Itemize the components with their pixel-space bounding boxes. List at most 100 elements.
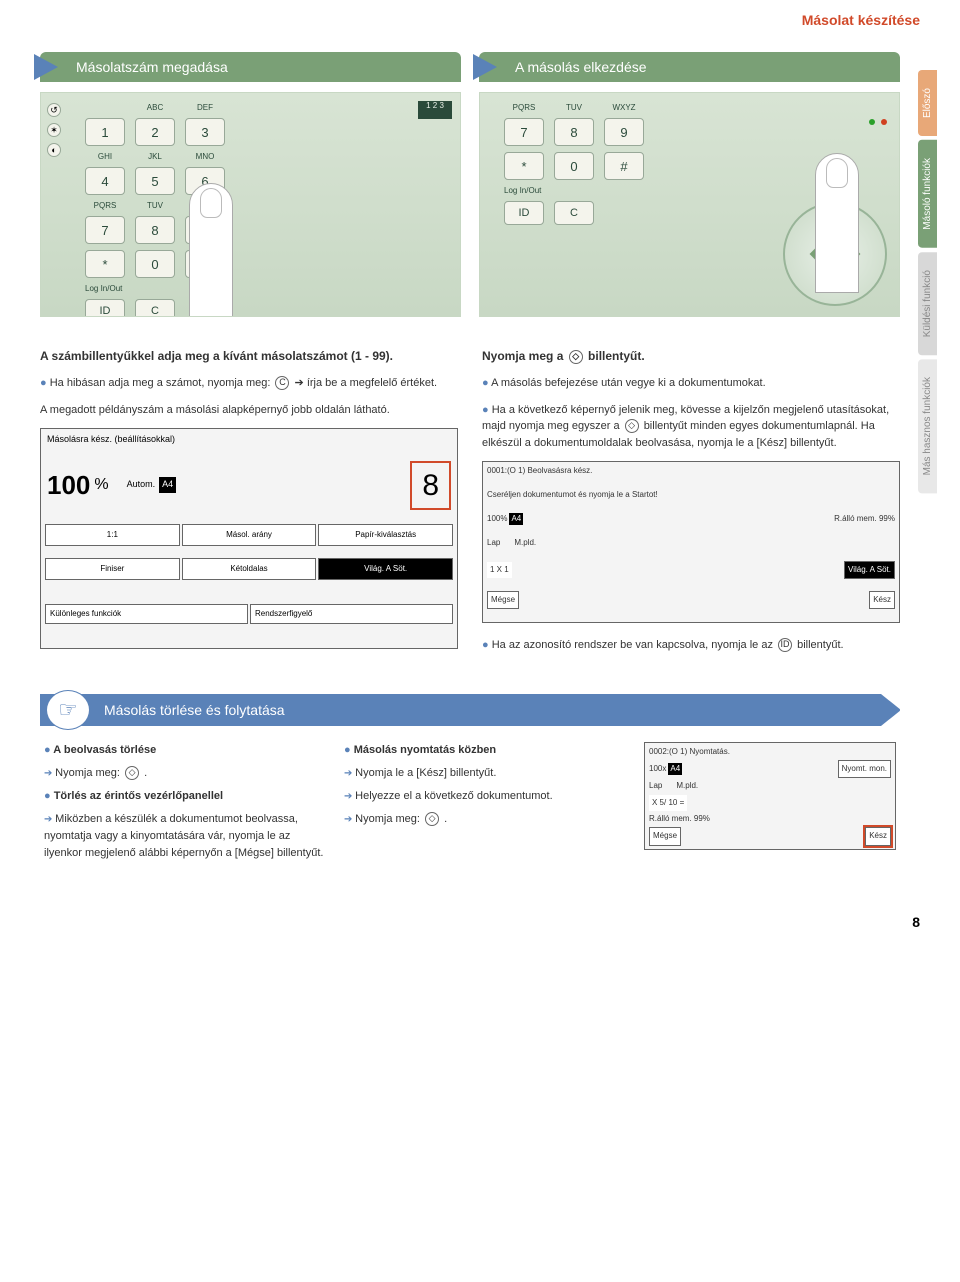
start-key-icon: ◇	[569, 350, 583, 364]
lcd2-mem-row: R.álló mem. 99%	[647, 812, 893, 826]
illustrations-row: 1 2 3 ↺ ✶ ◐ ABC DEF 1 2 3 GHI	[40, 92, 900, 317]
lcd-btn[interactable]: Finiser	[45, 558, 180, 580]
c2-i3a: Nyomja meg:	[355, 813, 423, 825]
key-star[interactable]: *	[85, 250, 125, 278]
key-label: GHI	[85, 152, 125, 161]
contrast-icon: ◐	[47, 143, 61, 157]
login-label: Log In/Out	[85, 284, 446, 293]
lcd2-done-button[interactable]: Kész	[865, 827, 891, 845]
lcd-line1: 0001:(O 1) Beolvasásra kész.	[485, 464, 897, 478]
left-column: A számbillentyűkkel adja meg a kívánt má…	[40, 347, 458, 664]
key-row: 4 5 6	[85, 167, 446, 195]
tab-send[interactable]: Küldési funkció	[918, 252, 937, 355]
right-p1: Nyomja meg a ◇ billentyűt.	[482, 347, 900, 365]
lcd2-cancel-button[interactable]: Mégse	[649, 827, 681, 845]
tab-other[interactable]: Más hasznos funkciók	[918, 359, 937, 493]
reset-icon: ↺	[47, 103, 61, 117]
lcd-copies: 8	[410, 461, 451, 510]
key-hash[interactable]: #	[604, 152, 644, 180]
key-id[interactable]: ID	[85, 299, 125, 317]
label-row3: PQRS TUV WXYZ	[504, 103, 885, 112]
lcd2-lap-label: Lap	[649, 780, 662, 792]
lcd2-zoom: 100x	[649, 763, 666, 775]
cancel-section: ☞ Másolás törlése és folytatása A beolva…	[40, 694, 900, 868]
lcd-btn-contrast[interactable]: Világ. A Söt.	[318, 558, 453, 580]
lcd-autom: Autom.	[127, 478, 156, 492]
tab-copy[interactable]: Másoló funkciók	[918, 140, 937, 248]
counter-display: 1 2 3	[418, 101, 452, 119]
start-key-icon: ◇	[425, 812, 439, 826]
side-tabs: Előszó Másoló funkciók Küldési funkció M…	[918, 70, 960, 497]
key-row: 7 8 9	[504, 118, 885, 146]
key-8[interactable]: 8	[554, 118, 594, 146]
key-label: DEF	[185, 103, 225, 112]
key-3[interactable]: 3	[185, 118, 225, 146]
key-0[interactable]: 0	[135, 250, 175, 278]
key-7[interactable]: 7	[504, 118, 544, 146]
lcd-paper: A4	[509, 513, 523, 525]
key-7[interactable]: 7	[85, 216, 125, 244]
key-id[interactable]: ID	[504, 201, 544, 225]
lcd-lap-row: Lap M.pld.	[485, 536, 897, 550]
right-p3: Ha a következő képernyő jelenik meg, köv…	[482, 402, 900, 452]
key-c[interactable]: C	[554, 201, 594, 225]
right-p4a: Ha az azonosító rendszer be van kapcsolv…	[492, 639, 776, 651]
lcd-btn[interactable]: Rendszerfigyelő	[250, 604, 453, 624]
lcd2-lap: Lap M.pld.	[647, 779, 893, 793]
body-columns: A számbillentyűkkel adja meg a kívánt má…	[40, 347, 900, 664]
key-label: PQRS	[85, 201, 125, 210]
lcd-btn[interactable]: Különleges funkciók	[45, 604, 248, 624]
right-column: Nyomja meg a ◇ billentyűt. A másolás bef…	[482, 347, 900, 664]
lcd-line2: Cseréljen dokumentumot és nyomja le a St…	[485, 488, 897, 502]
tab-foreword[interactable]: Előszó	[918, 70, 937, 136]
lcd-btn[interactable]: Kétoldalas	[182, 558, 317, 580]
lcd-btn[interactable]: Papír-kiválasztás	[318, 524, 453, 546]
key-label	[85, 103, 125, 112]
key-c[interactable]: C	[135, 299, 175, 317]
lcd-zoom: 100	[47, 466, 90, 505]
c1-i1: Nyomja meg: ◇ .	[44, 765, 324, 782]
c-key-icon: C	[275, 376, 289, 390]
cancel-section-title: ☞ Másolás törlése és folytatása	[40, 694, 900, 726]
cancel-col3: 0002:(O 1) Nyomtatás. 100x A4 Nyomt. mon…	[644, 742, 896, 868]
lcd2-mpld: M.pld.	[676, 780, 698, 792]
key-5[interactable]: 5	[135, 167, 175, 195]
key-0[interactable]: 0	[554, 152, 594, 180]
c2-i2: Helyezze el a következő dokumentumot.	[344, 788, 624, 805]
right-p2: A másolás befejezése után vegye ki a dok…	[482, 375, 900, 392]
lcd-actions: Mégse Kész	[485, 590, 897, 610]
key-star[interactable]: *	[504, 152, 544, 180]
lcd-x: 1 X 1	[487, 562, 512, 578]
led-indicators	[869, 119, 887, 125]
c1-i1a: Nyomja meg:	[55, 767, 123, 779]
c1-h1: A beolvasás törlése	[44, 742, 324, 759]
key-8[interactable]: 8	[135, 216, 175, 244]
lcd2-nyomt[interactable]: Nyomt. mon.	[838, 760, 891, 778]
key-9[interactable]: 9	[604, 118, 644, 146]
arrow-icon	[34, 54, 58, 80]
step-right: A másolás elkezdése	[479, 52, 900, 86]
lcd-done-button[interactable]: Kész	[869, 591, 895, 609]
lcd-btn[interactable]: 1:1	[45, 524, 180, 546]
lcd-cancel-button[interactable]: Mégse	[487, 591, 519, 609]
c1-i2: Miközben a készülék a dokumentumot beolv…	[44, 811, 324, 862]
lcd2-line1: 0002:(O 1) Nyomtatás.	[647, 745, 893, 759]
key-2[interactable]: 2	[135, 118, 175, 146]
left-p2b: írja be a megfelelő értéket.	[307, 377, 437, 389]
lcd-btn[interactable]: Másol. arány	[182, 524, 317, 546]
key-4[interactable]: 4	[85, 167, 125, 195]
key-label: WXYZ	[604, 103, 644, 112]
cancel-col1: A beolvasás törlése Nyomja meg: ◇ . Törl…	[44, 742, 324, 868]
page-number: 8	[0, 898, 960, 950]
lcd-zoom: 100%	[487, 513, 507, 525]
lcd-paper: A4	[159, 477, 176, 493]
left-p1: A számbillentyűkkel adja meg a kívánt má…	[40, 347, 458, 365]
left-p3: A megadott példányszám a másolási alapké…	[40, 402, 458, 419]
lcd-mpld: M.pld.	[514, 537, 536, 549]
lcd-contrast[interactable]: Világ. A Söt.	[844, 561, 895, 579]
key-1[interactable]: 1	[85, 118, 125, 146]
finger-icon	[189, 183, 233, 317]
right-p1b: billentyűt.	[588, 349, 645, 363]
key-row: 7 8 9	[85, 216, 446, 244]
key-row: ID C	[85, 299, 446, 317]
